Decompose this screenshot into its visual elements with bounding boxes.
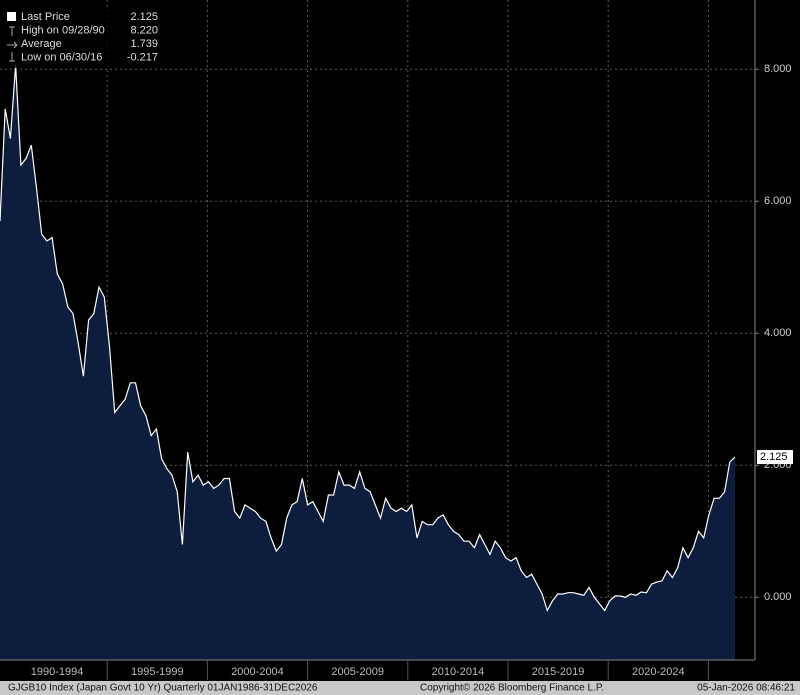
legend-value: 1.739 (130, 38, 158, 50)
legend-value: -0.217 (127, 51, 158, 63)
legend-value: 8.220 (130, 24, 158, 36)
legend-low-icon (9, 52, 15, 62)
legend-label: Low on 06/30/16 (21, 51, 102, 63)
x-period-label: 2020-2024 (632, 666, 685, 678)
legend-label: Last Price (21, 11, 70, 23)
legend-avg-icon (7, 41, 18, 49)
x-period-label: 1995-1999 (131, 666, 184, 678)
legend-value: 2.125 (130, 11, 158, 23)
footer-center: Copyright© 2026 Bloomberg Finance L.P. (420, 683, 604, 694)
last-price-tag: 2.125 (760, 451, 788, 463)
footer-bar (0, 681, 800, 695)
legend-bg (0, 8, 160, 68)
x-period-label: 2005-2009 (331, 666, 384, 678)
last-price-tag-bg (757, 450, 793, 465)
x-period-label: 2010-2014 (432, 666, 485, 678)
line (0, 65, 736, 613)
y-tick-label: 6.000 (764, 195, 792, 207)
y-tick-label: 0.000 (764, 591, 792, 603)
legend-high-icon (9, 26, 15, 36)
footer-left: GJGB10 Index (Japan Govt 10 Yr) Quarterl… (8, 683, 318, 694)
x-period-label: 2015-2019 (532, 666, 585, 678)
x-period-label: 2000-2004 (231, 666, 284, 678)
legend-label: Average (21, 38, 62, 50)
plot-area (0, 0, 755, 661)
footer-right: 05-Jan-2026 08:46:21 (697, 683, 795, 694)
y-tick-label: 4.000 (764, 327, 792, 339)
x-period-label: 1990-1994 (31, 666, 84, 678)
y-tick-label: 8.000 (764, 63, 792, 75)
legend-label: High on 09/28/90 (21, 24, 105, 36)
legend-swatch (7, 12, 16, 21)
legend: Last Price 2.125 High on 09/28/90 8.220 Aver… (0, 8, 160, 68)
area-fill (0, 65, 735, 661)
